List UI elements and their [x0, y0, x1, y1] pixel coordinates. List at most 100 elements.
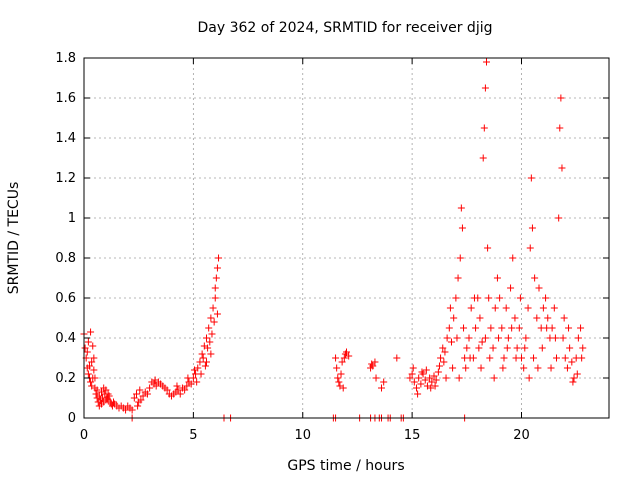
data-point [151, 376, 159, 384]
data-point [443, 334, 451, 342]
data-point [460, 324, 468, 332]
data-point [181, 386, 189, 394]
data-point [337, 370, 345, 378]
data-point [555, 214, 563, 222]
data-point [340, 354, 348, 362]
data-point [535, 284, 543, 292]
data-point [428, 378, 436, 386]
data-point [563, 364, 571, 372]
data-point [553, 354, 560, 362]
data-point [198, 350, 206, 358]
data-point [414, 390, 422, 398]
data-point [498, 324, 506, 332]
y-tick-label: 0.2 [55, 371, 76, 386]
plot-frame [83, 57, 610, 419]
data-point [550, 304, 558, 312]
data-point [215, 254, 223, 262]
data-point [332, 354, 340, 362]
data-point [493, 274, 501, 282]
data-point [210, 318, 218, 326]
data-point [481, 334, 489, 342]
data-point [467, 304, 475, 312]
data-point [504, 334, 512, 342]
data-point [206, 338, 214, 346]
data-point [372, 374, 380, 382]
data-point [520, 364, 528, 372]
data-point [334, 374, 342, 382]
data-point [547, 364, 555, 372]
data-point [507, 284, 515, 292]
data-point [495, 334, 503, 342]
data-point [199, 354, 207, 362]
y-tick-label: 0.4 [55, 331, 76, 346]
data-point [190, 366, 198, 374]
data-point [102, 396, 110, 404]
data-point [491, 304, 499, 312]
data-point [95, 402, 103, 410]
data-point [466, 354, 474, 362]
data-point [521, 344, 529, 352]
data-point [490, 374, 498, 382]
data-point [485, 294, 493, 302]
data-point [130, 394, 138, 402]
data-point [91, 374, 99, 382]
data-point [84, 370, 92, 378]
data-point [378, 384, 385, 392]
data-point [85, 362, 93, 370]
data-point [137, 396, 145, 404]
data-point [439, 344, 447, 352]
data-point [213, 264, 221, 272]
data-point [457, 204, 465, 212]
data-point [88, 358, 96, 366]
y-tick-label: 0 [68, 411, 76, 426]
data-point [98, 388, 105, 396]
data-point [146, 384, 154, 392]
data-point [551, 334, 559, 342]
data-point [406, 374, 414, 382]
data-point [441, 348, 449, 356]
data-point [578, 354, 586, 362]
data-point [530, 354, 538, 362]
data-point [475, 344, 483, 352]
data-point [413, 384, 420, 392]
data-point [489, 344, 497, 352]
data-point [462, 364, 470, 372]
data-point [203, 358, 210, 366]
data-point [422, 366, 430, 374]
data-point [371, 358, 379, 366]
data-point [450, 314, 458, 322]
data-point [445, 324, 453, 332]
x-tick-label: 15 [404, 428, 421, 443]
data-point [446, 304, 454, 312]
data-point [209, 304, 217, 312]
data-point [574, 334, 582, 342]
data-point [408, 370, 416, 378]
data-point [516, 294, 524, 302]
axis-ticks [83, 57, 609, 419]
data-point [481, 84, 489, 92]
data-point [487, 324, 495, 332]
data-point [533, 314, 541, 322]
data-point [579, 344, 587, 352]
data-point [335, 378, 343, 386]
data-point [93, 386, 101, 394]
data-point [139, 392, 147, 400]
x-tick-label: 10 [294, 428, 311, 443]
data-point [417, 380, 425, 388]
data-point [511, 314, 519, 322]
data-point [525, 374, 533, 382]
data-point [534, 364, 542, 372]
data-point [470, 294, 478, 302]
data-point [477, 364, 485, 372]
data-point [90, 354, 98, 362]
data-point [569, 378, 577, 386]
data-point [543, 324, 551, 332]
data-point [89, 342, 97, 350]
x-axis-label: GPS time / hours [287, 458, 404, 474]
data-point [432, 376, 440, 384]
data-point [196, 358, 204, 366]
data-point [173, 382, 181, 390]
data-point [104, 390, 112, 398]
